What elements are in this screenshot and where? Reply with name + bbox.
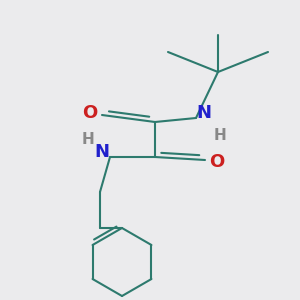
Text: N: N — [196, 104, 211, 122]
Text: N: N — [94, 143, 110, 161]
Text: O: O — [209, 153, 225, 171]
Text: H: H — [82, 133, 94, 148]
Text: O: O — [82, 104, 98, 122]
Text: H: H — [214, 128, 226, 142]
